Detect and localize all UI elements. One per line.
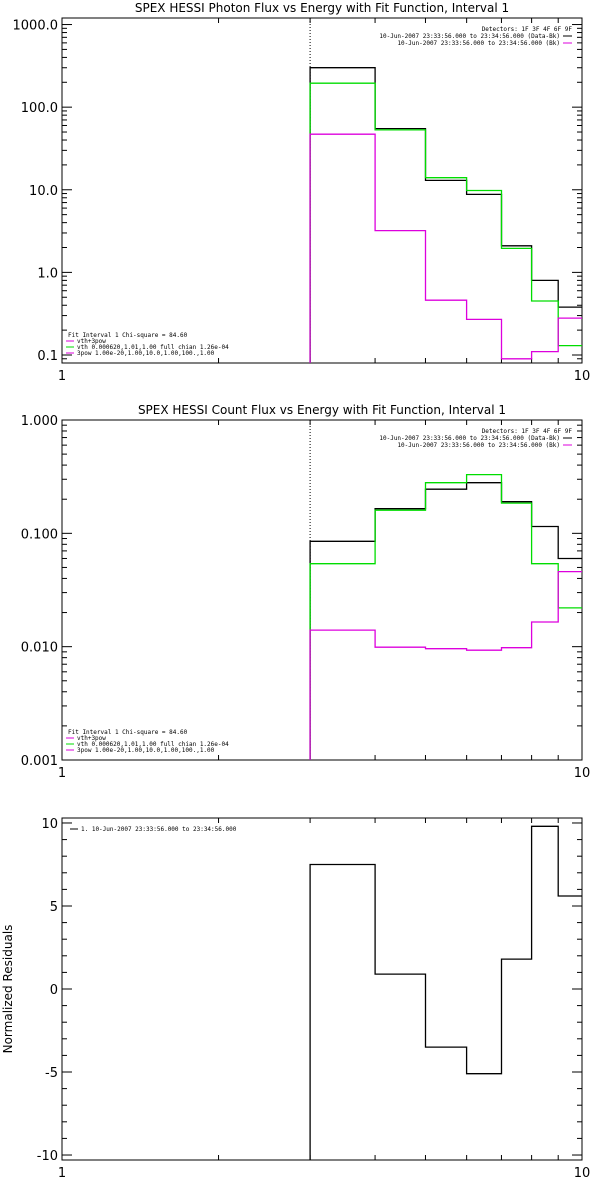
x-tick-label: 10 — [574, 766, 591, 781]
legend-entry: Detectors: 1F 3F 4F 6F 9F — [482, 26, 573, 33]
y-tick-label: -5 — [45, 1066, 58, 1081]
legend-entry: 10-Jun-2007 23:33:56.000 to 23:34:56.000… — [379, 435, 560, 442]
chart-panel-1: SPEX HESSI Photon Flux vs Energy with Fi… — [13, 1, 591, 384]
series-1-line — [309, 67, 582, 363]
y-tick-label: 0.100 — [21, 527, 58, 542]
y-tick-label: 0.1 — [37, 349, 58, 364]
legend-entry: 1. 10-Jun-2007 23:33:56.000 to 23:34:56.… — [81, 826, 237, 833]
chart-panel-2: SPEX HESSI Count Flux vs Energy with Fit… — [21, 403, 590, 781]
fit-legend-entry: Fit Interval 1 Chi-square = 84.60 — [68, 729, 188, 736]
x-tick-label: 10 — [574, 1166, 591, 1181]
y-tick-label: 1.000 — [21, 414, 58, 429]
x-tick-label: 10 — [574, 369, 591, 384]
series-3-line — [309, 133, 582, 363]
y-tick-label: 0.010 — [21, 641, 58, 656]
fit-legend-entry: 3pow 1.00e-20,1.00,10.0,1.00,100.,1.00 — [77, 350, 215, 357]
series-2-line — [309, 82, 582, 363]
x-tick-label: 1 — [58, 766, 66, 781]
axes-frame — [61, 419, 583, 761]
x-tick-label: 1 — [58, 1166, 66, 1181]
y-axis-label: Normalized Residuals — [1, 925, 15, 1054]
legend-entry: Detectors: 1F 3F 4F 6F 9F — [482, 428, 573, 435]
fit-legend-entry: vth 0.000620,1.01,1.00 full chian 1.26e-… — [77, 741, 229, 748]
fit-legend-entry: 3pow 1.00e-20,1.00,10.0,1.00,100.,1.00 — [77, 747, 215, 754]
axes-frame — [61, 17, 583, 364]
y-tick-label: 5 — [50, 900, 58, 915]
y-tick-label: 10.0 — [29, 184, 58, 199]
y-tick-label: 0 — [50, 983, 58, 998]
y-tick-label: -10 — [37, 1149, 58, 1164]
y-tick-label: 1.0 — [37, 266, 58, 281]
y-tick-label: 10 — [41, 817, 58, 832]
legend-entry: 10-Jun-2007 23:33:56.000 to 23:34:56.000… — [397, 442, 560, 449]
chart-title: SPEX HESSI Photon Flux vs Energy with Fi… — [135, 1, 509, 15]
fit-legend-entry: vth+3pow — [77, 338, 106, 345]
legend-entry: 10-Jun-2007 23:33:56.000 to 23:34:56.000… — [379, 33, 560, 40]
y-tick-label: 100.0 — [21, 101, 58, 116]
legend-entry: 10-Jun-2007 23:33:56.000 to 23:34:56.000… — [397, 40, 560, 47]
chart-title: SPEX HESSI Count Flux vs Energy with Fit… — [138, 403, 506, 417]
series-3-line — [309, 570, 582, 760]
chart-panel-3: Normalized Residuals 1 10 -10 -5 0 5 10 1. 10-Ju… — [1, 817, 590, 1181]
fit-legend-entry: vth+3pow — [77, 735, 106, 742]
axes-frame — [61, 817, 583, 1161]
fit-legend-entry: Fit Interval 1 Chi-square = 84.60 — [68, 332, 188, 339]
series-2-line — [309, 473, 582, 760]
x-tick-label: 1 — [58, 369, 66, 384]
y-tick-label: 0.001 — [21, 754, 58, 769]
fit-legend-entry: vth 0.000620,1.01,1.00 full chian 1.26e-… — [77, 344, 229, 351]
y-tick-label: 1000.0 — [13, 19, 59, 34]
series-1-line — [309, 825, 582, 1160]
